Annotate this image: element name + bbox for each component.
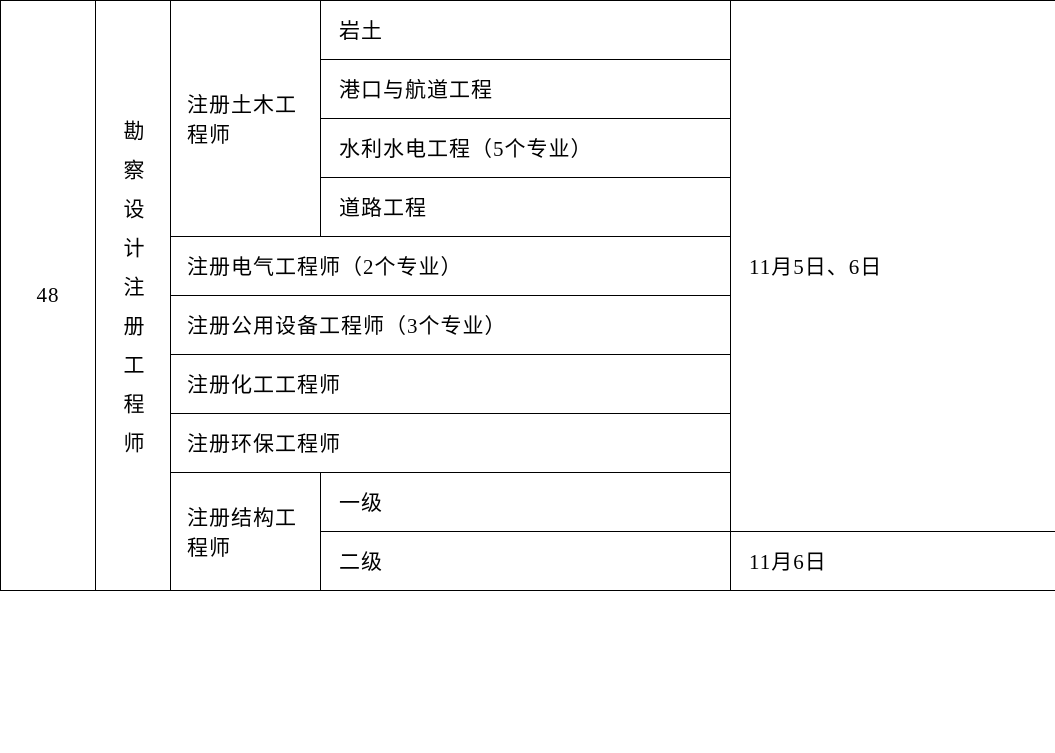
- civil-engineer-cell: 注册土木工程师: [171, 1, 321, 237]
- specialty-cell: 道路工程: [321, 178, 731, 237]
- chemical-cell: 注册化工工程师: [171, 355, 731, 414]
- row-number: 48: [37, 283, 60, 307]
- electrical-label: 注册电气工程师（2个专业）: [187, 255, 463, 279]
- specialty-road: 道路工程: [339, 196, 427, 220]
- category-title: 勘察设计注册工程师: [118, 120, 148, 471]
- specialty-water: 水利水电工程（5个专业）: [339, 137, 593, 161]
- specialty-port: 港口与航道工程: [339, 78, 493, 102]
- civil-engineer-label: 注册土木工程师: [187, 93, 297, 147]
- chemical-label: 注册化工工程师: [187, 373, 341, 397]
- structural-cell: 注册结构工程师: [171, 473, 321, 591]
- electrical-cell: 注册电气工程师（2个专业）: [171, 237, 731, 296]
- date-cell-2: 11月6日: [731, 532, 1055, 591]
- schedule-table: 48 勘察设计注册工程师 注册土木工程师 岩土 11月5日、6日 港口与航道工程…: [0, 0, 1055, 591]
- specialty-geotech: 岩土: [339, 19, 383, 43]
- level-cell: 一级: [321, 473, 731, 532]
- environmental-label: 注册环保工程师: [187, 432, 341, 456]
- public-equipment-label: 注册公用设备工程师（3个专业）: [187, 314, 507, 338]
- date-cell-1: 11月5日、6日: [731, 1, 1055, 532]
- table-row: 48 勘察设计注册工程师 注册土木工程师 岩土 11月5日、6日: [1, 1, 1055, 60]
- specialty-cell: 水利水电工程（5个专业）: [321, 119, 731, 178]
- public-equipment-cell: 注册公用设备工程师（3个专业）: [171, 296, 731, 355]
- row-number-cell: 48: [1, 1, 96, 591]
- date-nov5-6: 11月5日、6日: [749, 255, 882, 279]
- structural-level2: 二级: [339, 550, 383, 574]
- structural-level1: 一级: [339, 491, 383, 515]
- environmental-cell: 注册环保工程师: [171, 414, 731, 473]
- date-nov6: 11月6日: [749, 550, 827, 574]
- specialty-cell: 港口与航道工程: [321, 60, 731, 119]
- level-cell: 二级: [321, 532, 731, 591]
- category-title-cell: 勘察设计注册工程师: [96, 1, 171, 591]
- structural-label: 注册结构工程师: [187, 506, 297, 560]
- specialty-cell: 岩土: [321, 1, 731, 60]
